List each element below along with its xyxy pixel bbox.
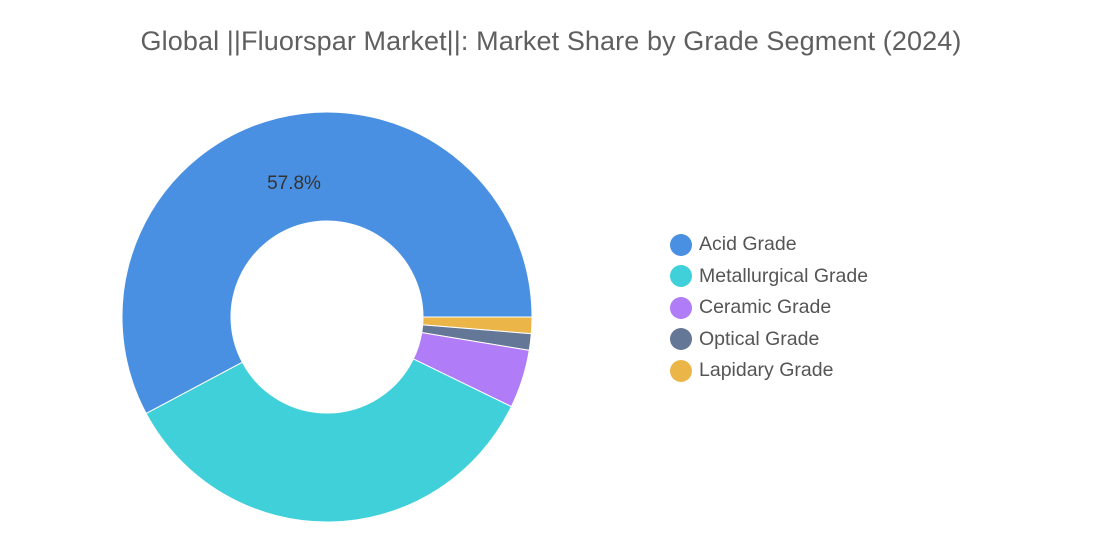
slice-label-acid-grade: 57.8% bbox=[267, 173, 321, 194]
legend-swatch bbox=[670, 359, 692, 382]
legend-item-ceramic-grade[interactable]: Ceramic Grade bbox=[670, 292, 868, 324]
legend-swatch bbox=[670, 328, 692, 351]
legend-label: Acid Grade bbox=[699, 233, 797, 256]
legend-swatch bbox=[670, 233, 692, 256]
chart-legend: Acid Grade Metallurgical Grade Ceramic G… bbox=[670, 229, 868, 387]
slice-acid-grade[interactable] bbox=[121, 111, 533, 415]
legend-swatch bbox=[670, 265, 692, 288]
legend-swatch bbox=[670, 296, 692, 319]
legend-item-acid-grade[interactable]: Acid Grade bbox=[670, 229, 868, 261]
legend-item-optical-grade[interactable]: Optical Grade bbox=[670, 324, 868, 356]
legend-label: Optical Grade bbox=[699, 327, 820, 350]
legend-item-metallurgical-grade[interactable]: Metallurgical Grade bbox=[670, 261, 868, 293]
legend-label: Lapidary Grade bbox=[699, 359, 834, 382]
legend-label: Ceramic Grade bbox=[699, 296, 832, 319]
slice-metallurgical-grade[interactable] bbox=[145, 358, 513, 523]
legend-label: Metallurgical Grade bbox=[699, 264, 869, 287]
legend-item-lapidary-grade[interactable]: Lapidary Grade bbox=[670, 355, 868, 387]
chart-title: Global ||Fluorspar Market||: Market Shar… bbox=[140, 26, 962, 56]
